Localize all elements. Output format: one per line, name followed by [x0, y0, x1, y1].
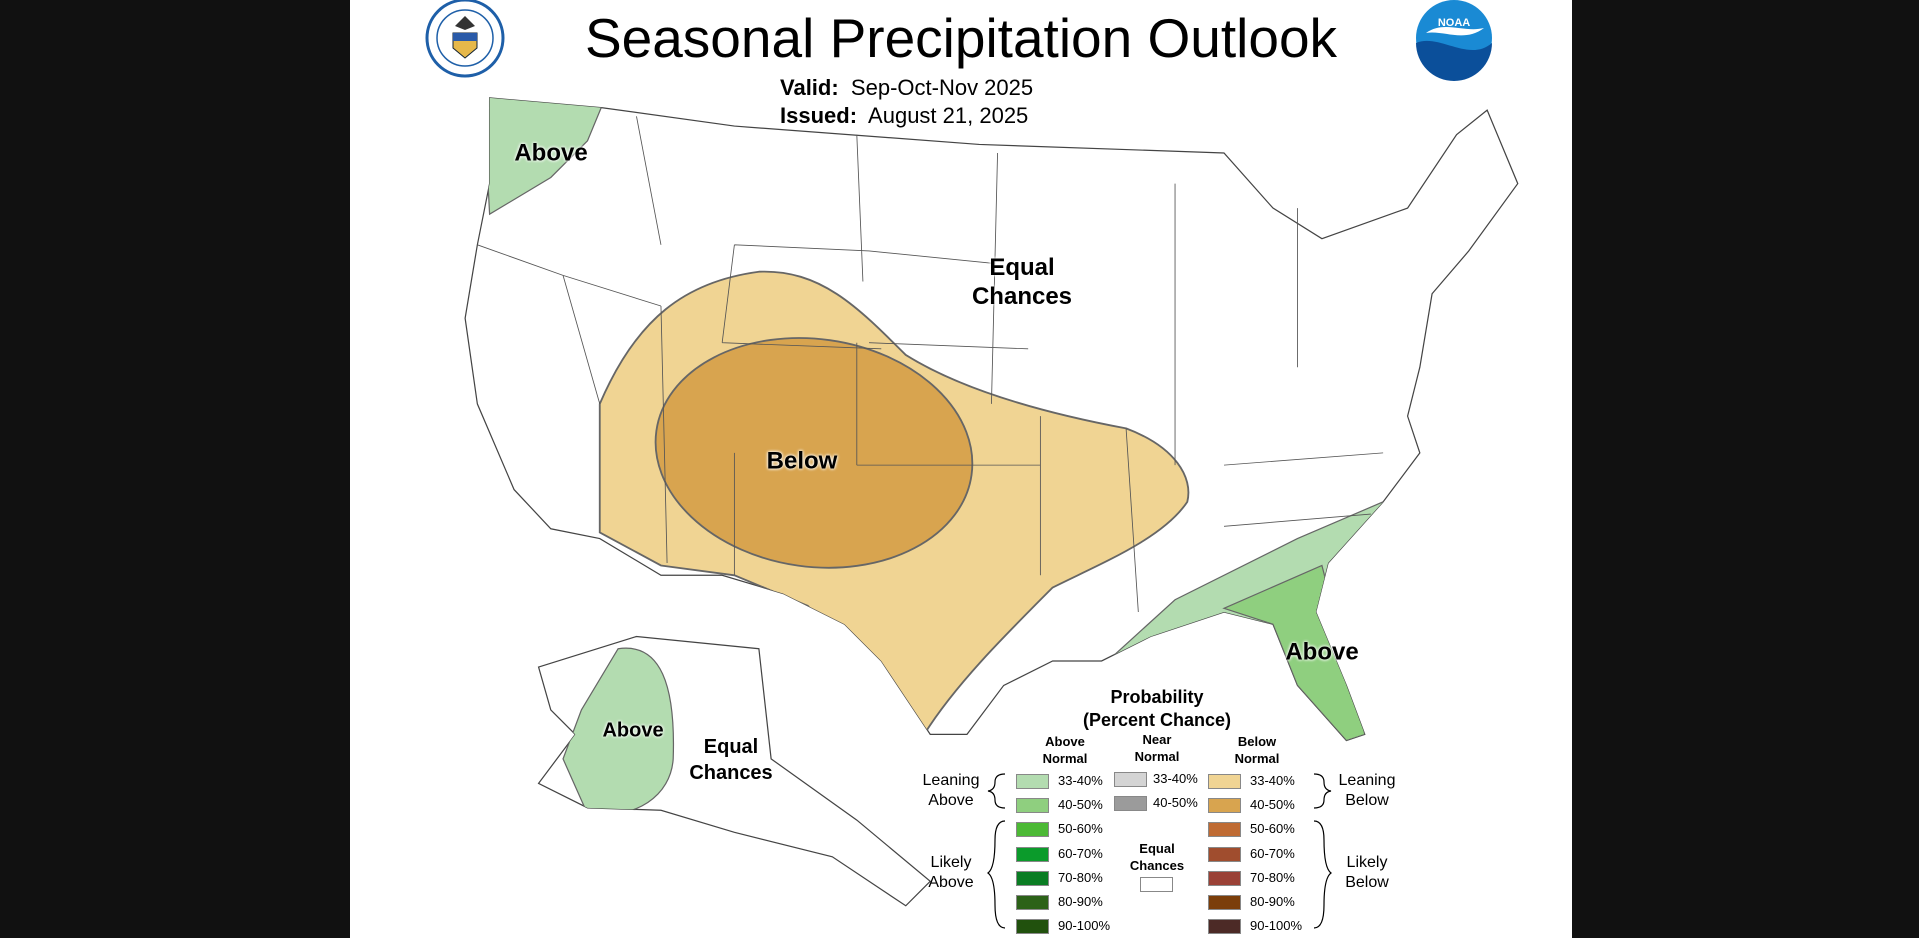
legend-below-swatch [1208, 798, 1241, 814]
legend-below-label: 33-40% [1250, 773, 1295, 788]
side-line: Below [1345, 792, 1389, 809]
valid-value: Sep-Oct-Nov 2025 [850, 75, 1034, 100]
legend-below-label: 40-50% [1250, 797, 1295, 813]
likely-below-label: Likely Below [1345, 853, 1389, 893]
legend-above-label: 40-50% [1058, 797, 1103, 813]
legend-below-swatch [1208, 822, 1241, 838]
col-line: Normal [1134, 749, 1180, 764]
legend-above-label: 80-90% [1058, 894, 1103, 909]
legend-below-swatch [1208, 774, 1241, 789]
legend-above-swatch [1016, 798, 1049, 814]
label-line: Equal [989, 254, 1055, 281]
issued-value: August 21, 2025 [868, 103, 1029, 128]
legend-near-swatch [1114, 796, 1147, 812]
legend-below-label: 80-90% [1250, 894, 1295, 909]
legend-below-swatch [1208, 895, 1241, 910]
legend-above-swatch [1016, 919, 1049, 935]
noaa-logo-text: NOAA [1438, 17, 1470, 29]
col-line: Above [1045, 734, 1085, 749]
ec-line: Equal [1139, 841, 1175, 856]
side-line: Below [1345, 874, 1389, 891]
side-line: Likely [930, 854, 972, 871]
ak-above-label: Above [602, 719, 664, 742]
state-borders [477, 116, 1384, 613]
legend-below-label: 60-70% [1250, 845, 1295, 861]
page-title: Seasonal Precipitation Outlook [584, 7, 1338, 69]
valid-label: Valid: [780, 75, 839, 100]
legend-title: Probability (Percent Chance) [1083, 686, 1231, 732]
ec-line: Chances [1129, 858, 1185, 873]
legend-above-swatch [1016, 846, 1049, 862]
legend-title-line: (Percent Chance) [1082, 710, 1232, 730]
legend-title-line: Probability [1110, 687, 1204, 707]
label-line: Chances [689, 762, 773, 784]
legend-equal-chances: Equal Chances [1130, 840, 1184, 874]
issued-line: Issued: August 21, 2025 [780, 103, 1028, 129]
legend-col-below: Below Normal [1235, 733, 1280, 767]
side-line: Likely [1346, 854, 1388, 871]
legend-near-swatch [1114, 772, 1147, 787]
legend-braces [986, 773, 1333, 929]
issued-label: Issued: [780, 103, 858, 128]
legend-above-label: 33-40% [1058, 773, 1103, 788]
likely-above-label: Likely Above [928, 853, 973, 893]
legend-below-swatch [1208, 846, 1241, 862]
col-line: Normal [1042, 751, 1088, 766]
label-line: Equal [703, 736, 759, 758]
legend-above-label: 60-70% [1058, 845, 1103, 861]
label-line: Chances [971, 283, 1073, 310]
legend-below-label: 90-100% [1250, 918, 1303, 934]
legend-col-near: Near Normal [1135, 731, 1180, 765]
col-line: Near [1142, 732, 1172, 747]
legend-below-swatch [1208, 919, 1241, 935]
se-above-label: Above [1285, 638, 1359, 666]
noaa-logo: NOAA [1416, 0, 1492, 81]
legend-above-label: 50-60% [1058, 821, 1103, 837]
ak-equal-chances-label: Equal Chances [689, 734, 772, 786]
legend-above-swatch [1016, 870, 1049, 886]
legend-below-label: 70-80% [1250, 869, 1295, 885]
legend-above-label: 90-100% [1058, 918, 1111, 934]
legend-above-swatch [1016, 895, 1049, 910]
legend-near-label: 40-50% [1153, 795, 1198, 811]
wa-above-label: Above [514, 139, 588, 167]
legend-below-swatch [1208, 870, 1241, 886]
col-line: Normal [1234, 751, 1280, 766]
conus-equal-chances-label: Equal Chances [972, 253, 1072, 311]
side-line: Above [928, 874, 974, 891]
side-line: Above [928, 792, 974, 809]
equal-chances-swatch [1140, 877, 1173, 892]
legend-near-label: 33-40% [1153, 771, 1198, 786]
leaning-below-label: Leaning Below [1339, 771, 1396, 811]
col-line: Below [1237, 734, 1277, 749]
side-line: Leaning [922, 772, 980, 789]
legend-above-label: 70-80% [1058, 869, 1103, 885]
legend-col-above: Above Normal [1043, 733, 1088, 767]
doc-seal-logo [425, 0, 505, 78]
legend-below-label: 50-60% [1250, 821, 1295, 837]
valid-line: Valid: Sep-Oct-Nov 2025 [780, 75, 1033, 101]
legend-above-swatch [1016, 774, 1049, 789]
side-line: Leaning [1338, 772, 1396, 789]
leaning-above-label: Leaning Above [923, 771, 980, 811]
below-label: Below [766, 447, 838, 475]
legend-above-swatch [1016, 822, 1049, 838]
